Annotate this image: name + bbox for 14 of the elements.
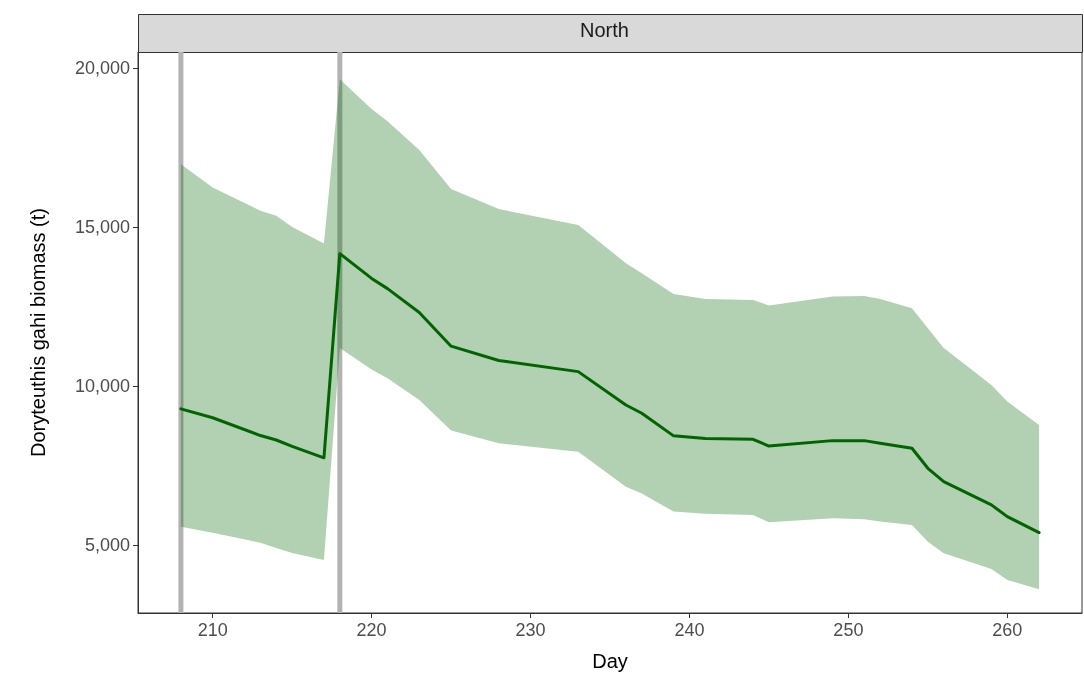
y-tick-label: 10,000 [74, 375, 130, 396]
x-tick-label: 210 [197, 620, 228, 640]
x-axis-title: Day [592, 650, 628, 672]
y-tick-label: 5,000 [84, 534, 130, 555]
x-tick-label: 230 [515, 620, 546, 640]
chart-title: North [580, 19, 629, 41]
x-tick-label: 250 [833, 620, 864, 640]
line-series [179, 252, 1041, 535]
x-tick-label: 220 [356, 620, 387, 640]
y-tick-label: 15,000 [74, 216, 130, 237]
x-tick-label: 260 [992, 620, 1023, 640]
y-tick-label: 20,000 [74, 57, 130, 78]
x-tick-label: 240 [674, 620, 705, 640]
y-axis-title: Doryteuthis gahi biomass (t) [27, 208, 49, 457]
